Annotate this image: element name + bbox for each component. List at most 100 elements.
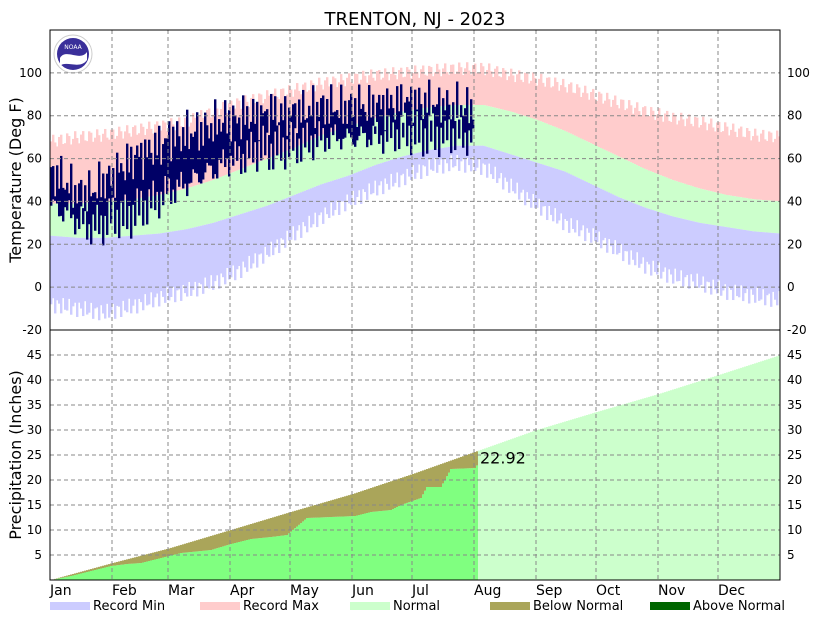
normal-temp-bar bbox=[654, 172, 657, 211]
record-min-bar bbox=[88, 237, 91, 313]
observed-precip-bar bbox=[454, 468, 457, 580]
record-min-bar bbox=[132, 235, 135, 306]
normal-precip-bar bbox=[494, 444, 497, 580]
record-min-bar bbox=[148, 234, 151, 305]
below-normal-bar bbox=[242, 526, 245, 541]
record-max-bar bbox=[720, 132, 723, 194]
record-max-bar bbox=[594, 98, 597, 146]
below-normal-bar bbox=[60, 577, 63, 578]
observed-precip-bar bbox=[408, 502, 411, 580]
record-min-bar bbox=[640, 205, 643, 264]
record-min-bar bbox=[240, 214, 243, 278]
below-normal-bar bbox=[112, 563, 115, 566]
below-normal-bar bbox=[82, 571, 85, 573]
record-max-bar bbox=[618, 108, 621, 157]
record-max-bar bbox=[670, 121, 673, 180]
below-normal-bar bbox=[218, 533, 221, 548]
record-min-bar bbox=[312, 187, 315, 225]
observed-temp-bar bbox=[326, 98, 329, 138]
below-normal-bar bbox=[166, 549, 169, 557]
record-min-bar bbox=[230, 217, 233, 278]
observed-temp-bar bbox=[260, 105, 263, 161]
below-normal-bar bbox=[102, 565, 105, 568]
observed-temp-bar bbox=[60, 155, 63, 216]
record-max-bar bbox=[446, 72, 449, 106]
record-min-bar bbox=[592, 184, 595, 229]
below-normal-bar bbox=[194, 540, 197, 552]
record-min-bar bbox=[620, 198, 623, 245]
observed-precip-bar bbox=[194, 551, 197, 580]
observed-temp-bar bbox=[442, 98, 445, 144]
record-min-bar bbox=[714, 225, 717, 290]
normal-temp-bar bbox=[234, 171, 237, 216]
normal-temp-bar bbox=[334, 130, 337, 180]
normal-precip-bar bbox=[632, 401, 635, 580]
normal-precip-bar bbox=[502, 442, 505, 580]
record-min-bar bbox=[480, 145, 483, 175]
observed-precip-bar bbox=[178, 553, 181, 580]
record-min-bar bbox=[136, 235, 139, 314]
record-min-bar bbox=[742, 229, 745, 302]
record-min-bar bbox=[706, 223, 709, 282]
record-min-bar bbox=[468, 145, 471, 166]
normal-temp-bar bbox=[350, 125, 353, 175]
below-normal-bar bbox=[220, 532, 223, 547]
record-max-bar bbox=[544, 86, 547, 123]
normal-temp-bar bbox=[556, 127, 559, 169]
record-min-bar bbox=[568, 173, 571, 233]
below-normal-bar bbox=[432, 466, 435, 487]
record-max-bar bbox=[198, 116, 201, 185]
record-max-bar bbox=[352, 83, 355, 125]
observed-precip-bar bbox=[182, 552, 185, 580]
observed-precip-bar bbox=[324, 517, 327, 580]
record-min-bar bbox=[606, 191, 609, 253]
normal-temp-bar bbox=[400, 111, 403, 157]
observed-temp-bar bbox=[126, 143, 129, 230]
record-max-bar bbox=[332, 76, 335, 132]
normal-temp-bar bbox=[250, 165, 253, 211]
below-normal-bar bbox=[100, 566, 103, 569]
record-min-bar bbox=[80, 237, 83, 309]
observed-precip-bar bbox=[180, 553, 183, 580]
below-normal-bar bbox=[204, 537, 207, 551]
observed-precip-bar bbox=[188, 552, 191, 580]
record-max-bar bbox=[668, 120, 671, 179]
record-max-bar bbox=[494, 68, 497, 108]
observed-precip-bar bbox=[176, 554, 179, 580]
record-max-bar bbox=[96, 129, 99, 203]
normal-temp-bar bbox=[232, 172, 235, 217]
record-max-bar bbox=[518, 70, 521, 115]
observed-precip-bar bbox=[190, 552, 193, 580]
below-normal-bar bbox=[362, 490, 365, 514]
observed-precip-bar bbox=[338, 516, 341, 580]
record-min-bar bbox=[638, 205, 641, 268]
below-normal-bar bbox=[298, 509, 301, 525]
normal-temp-bar bbox=[616, 155, 619, 197]
observed-precip-bar bbox=[104, 567, 107, 580]
observed-temp-bar bbox=[168, 121, 171, 179]
normal-temp-bar bbox=[696, 187, 699, 223]
record-min-bar bbox=[232, 216, 235, 266]
observed-precip-bar bbox=[232, 543, 235, 580]
below-normal-bar bbox=[110, 563, 113, 566]
record-min-bar bbox=[342, 177, 345, 202]
normal-precip-bar bbox=[662, 392, 665, 580]
record-max-bar bbox=[736, 137, 739, 197]
normal-temp-bar bbox=[54, 203, 57, 237]
legend-swatch bbox=[490, 602, 530, 610]
observed-precip-bar bbox=[436, 487, 439, 580]
normal-precip-bar bbox=[532, 431, 535, 580]
noaa-logo: NOAA bbox=[53, 34, 93, 74]
observed-temp-bar bbox=[248, 128, 251, 159]
normal-precip-bar bbox=[616, 406, 619, 580]
observed-temp-bar bbox=[340, 84, 343, 150]
observed-precip-bar bbox=[290, 531, 293, 580]
normal-temp-bar bbox=[650, 171, 653, 210]
observed-temp-bar bbox=[232, 105, 235, 166]
record-max-bar bbox=[376, 71, 379, 118]
record-min-bar bbox=[496, 149, 499, 183]
record-min-bar bbox=[176, 230, 179, 291]
record-max-bar bbox=[776, 130, 779, 202]
record-max-bar bbox=[634, 107, 637, 165]
normal-temp-bar bbox=[752, 199, 755, 232]
